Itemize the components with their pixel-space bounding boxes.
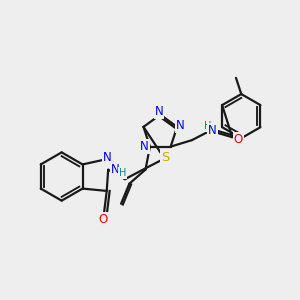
Text: N: N bbox=[154, 105, 163, 118]
Text: N: N bbox=[208, 124, 217, 137]
Text: O: O bbox=[233, 133, 243, 146]
Text: H: H bbox=[119, 168, 127, 178]
Text: N: N bbox=[140, 140, 149, 153]
Text: N: N bbox=[111, 163, 120, 176]
Text: S: S bbox=[161, 152, 169, 164]
Text: N: N bbox=[176, 119, 185, 132]
Text: O: O bbox=[99, 213, 108, 226]
Text: H: H bbox=[204, 121, 212, 131]
Text: N: N bbox=[103, 151, 112, 164]
